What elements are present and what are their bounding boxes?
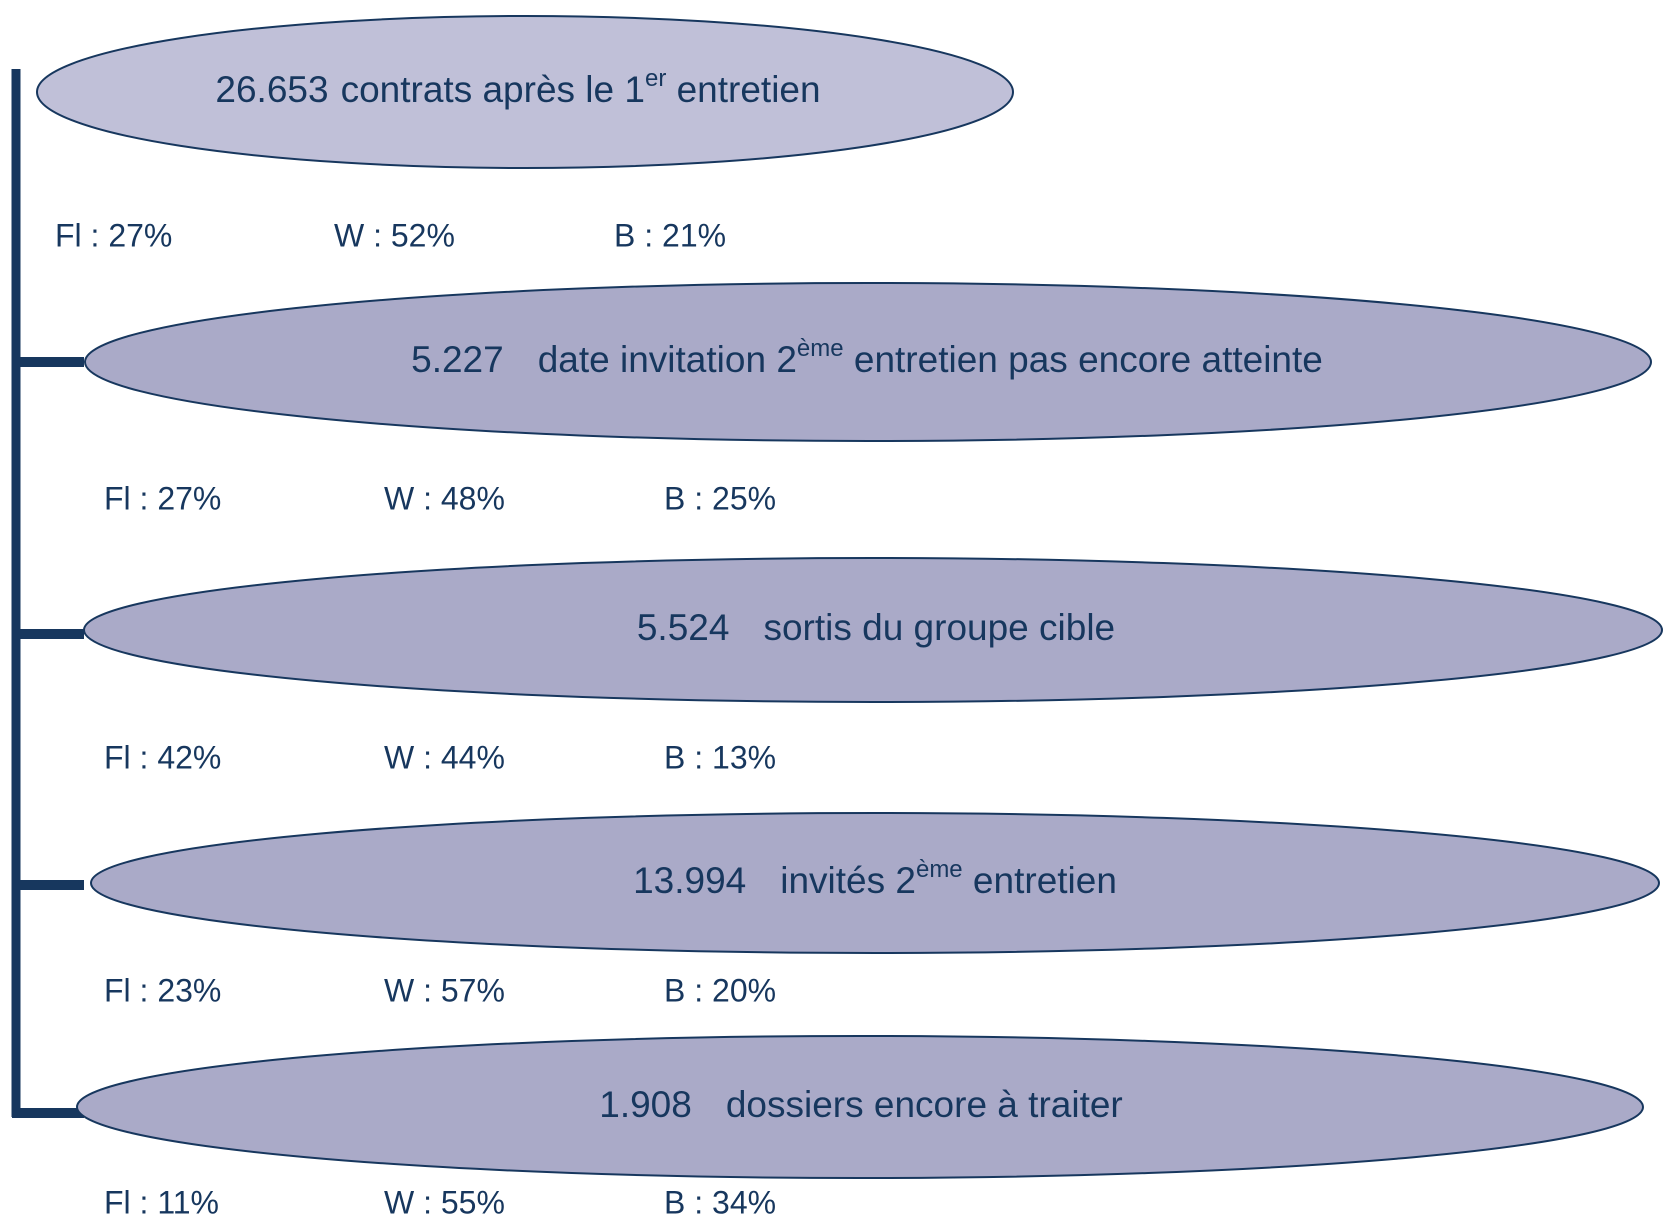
node-superscript: er: [645, 65, 666, 92]
region-share: W : 55%: [384, 1184, 505, 1220]
node-text: contrats après le 1: [341, 69, 645, 110]
region-share: Fl : 27%: [55, 217, 172, 253]
node-count: 26.653: [215, 69, 328, 110]
node-label: 5.524 sortis du groupe cible: [637, 607, 1115, 648]
node-text: dossiers encore à traiter: [726, 1084, 1123, 1125]
region-share: W : 52%: [334, 217, 455, 253]
region-share: B : 34%: [664, 1184, 776, 1220]
node-count: 5.524: [637, 607, 730, 648]
node-superscript: ème: [916, 856, 963, 883]
region-share: Fl : 27%: [104, 480, 221, 516]
node-text: sortis du groupe cible: [763, 607, 1115, 648]
node-text-rest: entretien: [666, 69, 820, 110]
node-text: invités 2: [780, 860, 916, 901]
node-label: 13.994 invités 2ème entretien: [633, 856, 1117, 900]
region-share: W : 57%: [384, 972, 505, 1008]
region-share: B : 13%: [664, 739, 776, 775]
region-share: Fl : 11%: [104, 1184, 219, 1220]
node-label: 26.653 contrats après le 1er entretien: [215, 65, 820, 109]
region-share: B : 25%: [664, 480, 776, 516]
region-share: Fl : 42%: [104, 739, 221, 775]
node-label: 1.908 dossiers encore à traiter: [599, 1084, 1123, 1125]
region-share: W : 44%: [384, 739, 505, 775]
region-share: W : 48%: [384, 480, 505, 516]
node-ellipse: [83, 557, 1663, 703]
node-count: 13.994: [633, 860, 746, 901]
region-share: B : 21%: [614, 217, 726, 253]
node-ellipse: [36, 15, 1014, 169]
region-share: B : 20%: [664, 972, 776, 1008]
node-ellipse: [76, 1035, 1644, 1179]
node-text: date invitation 2: [538, 339, 797, 380]
node-label: 5.227 date invitation 2ème entretien pas …: [411, 335, 1323, 379]
node-text-rest: entretien pas encore atteinte: [844, 339, 1323, 380]
node-ellipse: [84, 282, 1652, 442]
node-superscript: ème: [797, 335, 844, 362]
node-count: 5.227: [411, 339, 504, 380]
node-ellipse: [90, 812, 1660, 954]
node-count: 1.908: [599, 1084, 692, 1125]
region-share: Fl : 23%: [104, 972, 221, 1008]
node-text-rest: entretien: [963, 860, 1117, 901]
